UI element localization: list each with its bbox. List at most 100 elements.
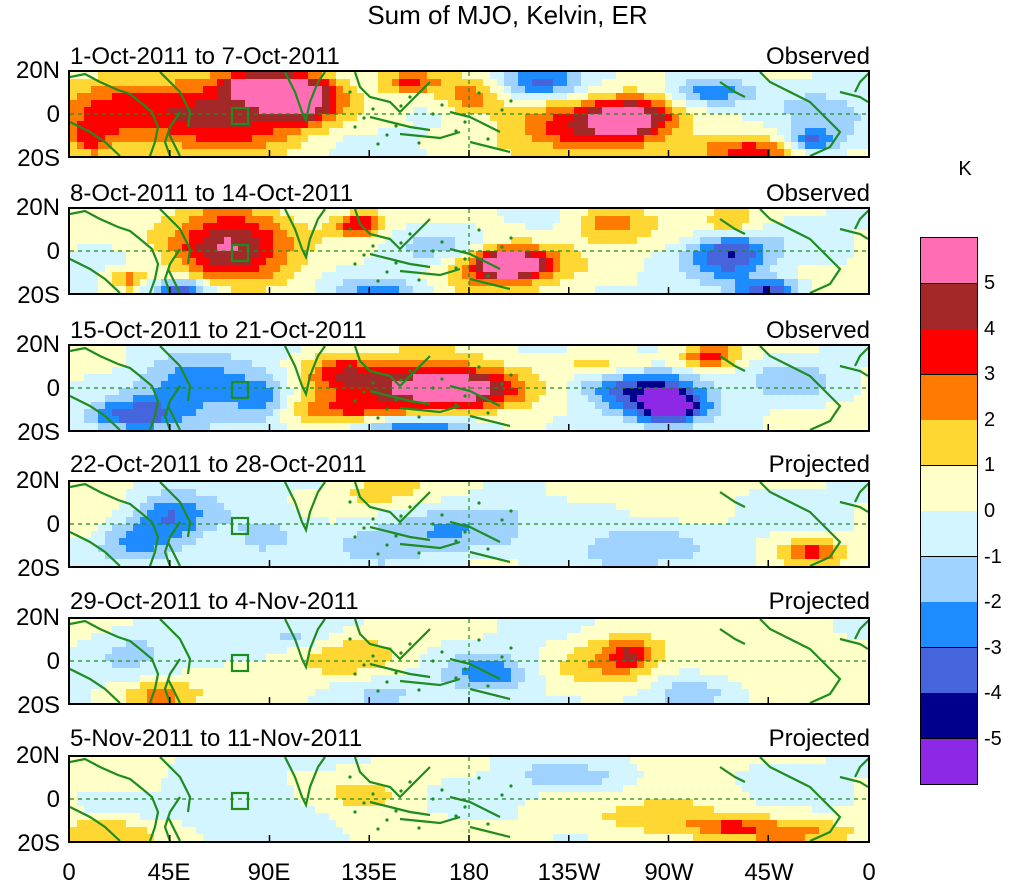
island-marker <box>408 369 412 373</box>
coastline <box>70 121 121 156</box>
index-region-box <box>230 653 250 673</box>
island-marker <box>399 378 403 382</box>
lat-label-eq: 0 <box>46 238 60 265</box>
coastline <box>353 72 431 114</box>
panel-6-period: 5-Nov-2011 to 11-Nov-2011 <box>70 725 363 752</box>
colorbar-label: -2 <box>984 591 1002 613</box>
island-marker <box>477 501 481 505</box>
panel-5-status: Projected <box>768 588 870 615</box>
island-marker <box>399 104 403 108</box>
island-marker <box>417 826 421 830</box>
coastline <box>284 482 326 534</box>
map-panel-6 <box>68 755 870 843</box>
island-marker <box>417 551 421 555</box>
panel-2-period: 8-Oct-2011 to 14-Oct-2011 <box>70 180 354 207</box>
island-marker <box>348 227 352 231</box>
lon-label-0: 0 <box>62 859 76 886</box>
lat-label-20s: 20S <box>17 555 60 582</box>
island-marker <box>394 124 398 128</box>
lat-label-eq: 0 <box>46 375 60 402</box>
lat-label-20s: 20S <box>17 145 60 172</box>
island-marker <box>399 514 403 518</box>
coastline <box>353 346 431 388</box>
index-region-box <box>230 106 250 126</box>
colorbar-swatch <box>921 329 977 375</box>
coastline <box>70 346 160 430</box>
island-marker <box>500 655 504 659</box>
anomaly-field <box>70 346 868 430</box>
map-panel-5 <box>68 617 870 705</box>
coastline <box>159 209 192 265</box>
island-marker <box>463 530 467 534</box>
island-marker <box>440 103 444 107</box>
island-marker <box>509 784 513 788</box>
island-marker <box>440 240 444 244</box>
island-marker <box>371 244 375 248</box>
lat-label-20s: 20S <box>17 419 60 446</box>
lat-label-20s: 20S <box>17 282 60 309</box>
island-marker <box>376 142 380 146</box>
colorbar-label: -3 <box>984 637 1002 659</box>
island-marker <box>454 539 458 543</box>
coastline <box>759 619 842 703</box>
lat-label-20n: 20N <box>15 57 60 84</box>
island-marker <box>371 381 375 385</box>
coastline <box>70 668 121 703</box>
island-marker <box>417 688 421 692</box>
coastline <box>449 795 511 839</box>
lat-label-eq: 0 <box>46 786 60 813</box>
island-marker <box>353 535 357 539</box>
coastline <box>449 384 511 428</box>
coastline <box>369 525 461 550</box>
colorbar-swatch <box>921 374 977 421</box>
island-marker <box>463 257 467 261</box>
island-marker <box>500 245 504 249</box>
island-marker <box>385 818 389 822</box>
coastline <box>163 111 181 156</box>
map-panel-1 <box>68 70 870 158</box>
colorbar-label: 4 <box>984 318 996 340</box>
panel-1-status: Observed <box>765 43 870 70</box>
island-marker <box>463 394 467 398</box>
coastline <box>449 110 511 154</box>
colorbar-label: -5 <box>984 728 1002 750</box>
island-marker <box>362 390 366 394</box>
coastline <box>759 346 842 430</box>
island-marker <box>440 788 444 792</box>
lat-label-eq: 0 <box>46 101 60 128</box>
island-marker <box>477 638 481 642</box>
anomaly-field <box>70 72 868 156</box>
colorbar-label: 1 <box>984 454 996 476</box>
lon-label-135w: 135W <box>537 859 601 886</box>
coastline <box>854 72 868 93</box>
island-marker <box>509 99 513 103</box>
island-marker <box>394 809 398 813</box>
island-marker <box>509 373 513 377</box>
panel-2-status: Observed <box>765 180 870 207</box>
island-marker <box>394 671 398 675</box>
colorbar-swatch <box>921 556 977 603</box>
lon-label-180: 180 <box>448 859 490 886</box>
colorbar-swatch <box>921 693 977 739</box>
coastline <box>759 482 842 566</box>
colorbar-swatch <box>921 283 977 330</box>
island-marker <box>486 274 490 278</box>
colorbar-swatch <box>921 420 977 466</box>
island-marker <box>454 814 458 818</box>
map-panel-2 <box>68 207 870 295</box>
island-marker <box>376 279 380 283</box>
coastline <box>70 482 160 566</box>
coastline <box>284 757 326 809</box>
coastline <box>70 619 160 703</box>
island-marker <box>454 129 458 133</box>
coastline <box>369 115 461 140</box>
coastline <box>70 757 160 841</box>
island-marker <box>440 650 444 654</box>
colorbar <box>920 237 978 785</box>
island-marker <box>348 775 352 779</box>
lon-label-135e: 135E <box>340 859 398 886</box>
panel-4-period: 22-Oct-2011 to 28-Oct-2011 <box>70 451 367 478</box>
coastline <box>369 389 461 414</box>
anomaly-field <box>70 482 868 566</box>
coastline <box>159 757 192 813</box>
